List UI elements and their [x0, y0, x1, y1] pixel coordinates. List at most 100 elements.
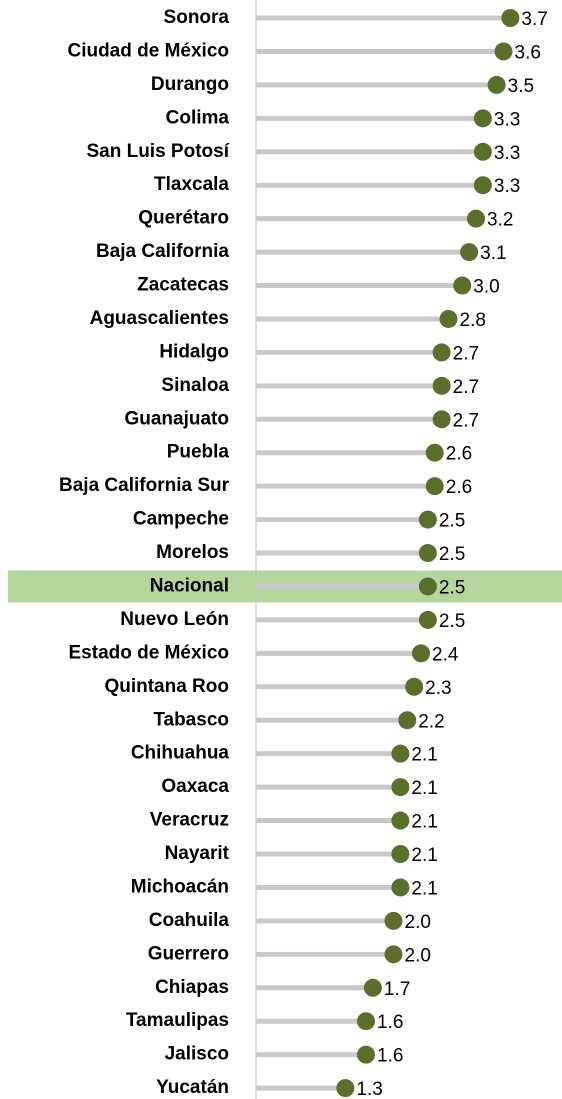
dot [412, 644, 430, 663]
value-label: 2.5 [439, 511, 465, 532]
value-label: 3.3 [494, 143, 520, 164]
category-label: Yucatán [156, 1077, 229, 1098]
dot [391, 878, 410, 897]
value-label: 2.7 [453, 410, 479, 431]
dot [487, 75, 506, 94]
category-label: Durango [151, 74, 229, 95]
value-label: 2.5 [439, 611, 465, 632]
category-label: Tabasco [153, 709, 229, 730]
dot [391, 811, 410, 830]
dot [398, 711, 417, 730]
category-label: Chiapas [155, 977, 229, 998]
dot [473, 142, 492, 161]
value-label: 3.5 [508, 76, 534, 97]
category-label: Guerrero [148, 943, 229, 964]
dot [418, 544, 437, 563]
value-label: 1.6 [377, 1012, 403, 1033]
category-label: Tamaulipas [126, 1010, 229, 1031]
dot [391, 845, 410, 863]
dot [494, 42, 513, 61]
category-label: Sinaloa [161, 375, 229, 396]
category-label: Puebla [167, 442, 230, 463]
value-label: 3.0 [473, 277, 499, 298]
value-label: 3.7 [521, 9, 547, 30]
dot [418, 610, 437, 629]
category-label: Michoacán [131, 876, 229, 897]
value-label: 3.6 [515, 42, 541, 63]
category-label: Quintana Roo [104, 676, 229, 697]
value-label: 3.3 [494, 176, 520, 197]
category-label: Tlaxcala [154, 174, 229, 195]
value-label: 2.5 [439, 544, 465, 565]
category-label: Colima [166, 107, 230, 128]
dot [363, 978, 382, 997]
value-label: 2.8 [460, 310, 486, 331]
dot [336, 1079, 355, 1098]
value-label: 2.1 [411, 812, 437, 833]
category-label: Sonora [164, 7, 230, 28]
dot [439, 309, 458, 328]
category-label: Coahuila [149, 910, 230, 931]
value-label: 2.7 [453, 377, 479, 398]
dot [473, 109, 492, 128]
category-label: Veracruz [150, 810, 229, 831]
value-label: 2.5 [439, 577, 465, 598]
category-label: Aguascalientes [90, 308, 229, 329]
dot [467, 209, 485, 228]
category-label: Querétaro [138, 208, 229, 229]
dot [418, 577, 437, 596]
category-label: Chihuahua [131, 743, 230, 764]
category-label: Baja California [96, 241, 229, 262]
value-label: 2.4 [432, 644, 459, 665]
dot [432, 410, 451, 429]
category-label: Morelos [156, 542, 229, 563]
value-label: 3.1 [480, 243, 506, 264]
value-label: 2.6 [446, 477, 472, 498]
category-label: Estado de México [69, 642, 230, 663]
category-label: Campeche [133, 509, 229, 530]
dot [418, 510, 437, 529]
value-label: 2.1 [411, 845, 437, 866]
value-label: 2.1 [411, 745, 437, 766]
value-label: 2.6 [446, 444, 472, 465]
value-label: 3.3 [494, 109, 520, 130]
dot [460, 243, 479, 262]
dot [405, 677, 424, 696]
value-label: 2.1 [411, 778, 437, 799]
category-label: Zacatecas [137, 275, 229, 296]
dot [384, 911, 403, 930]
category-label: San Luis Potosí [86, 141, 229, 162]
dot [357, 1045, 375, 1064]
value-label: 2.0 [405, 912, 431, 933]
category-label: Nuevo León [120, 609, 229, 630]
dot [432, 343, 451, 362]
dot [453, 276, 472, 295]
value-label: 2.2 [418, 711, 444, 732]
value-label: 3.2 [487, 210, 513, 231]
dot [391, 744, 410, 763]
value-label: 1.6 [377, 1046, 403, 1067]
category-label: Nayarit [165, 843, 230, 864]
category-label: Oaxaca [161, 776, 229, 797]
value-label: 1.7 [384, 979, 410, 1000]
value-label: 1.3 [356, 1079, 382, 1099]
dot [425, 443, 444, 462]
category-label: Baja California Sur [59, 475, 230, 496]
value-label: 2.1 [411, 878, 437, 899]
category-label: Jalisco [165, 1044, 229, 1065]
category-label: Ciudad de México [67, 40, 229, 61]
dot [501, 9, 520, 27]
dot [357, 1012, 375, 1031]
dot [432, 376, 451, 395]
category-label: Hidalgo [159, 341, 229, 362]
category-label: Guanajuato [124, 408, 229, 429]
value-label: 2.7 [453, 343, 479, 364]
dot [425, 477, 444, 496]
value-label: 2.0 [405, 945, 431, 966]
dot [384, 945, 403, 964]
value-label: 2.3 [425, 678, 451, 699]
dot [473, 176, 492, 195]
dot [391, 778, 410, 797]
category-label: Nacional [150, 575, 229, 596]
